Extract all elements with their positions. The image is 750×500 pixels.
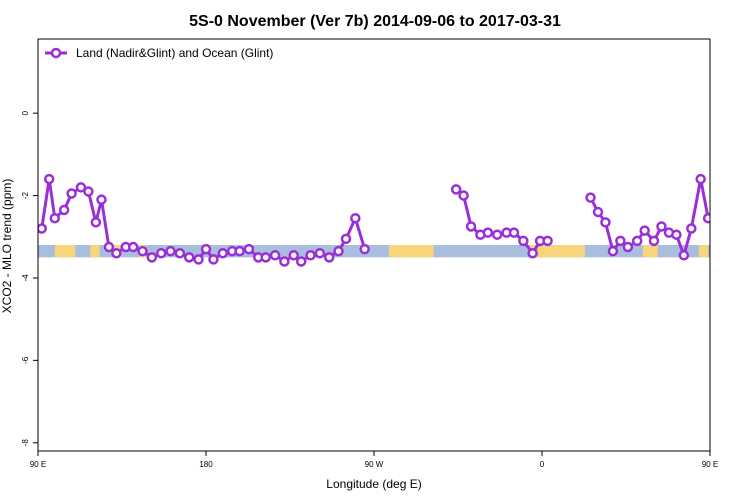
data-point [592, 206, 604, 218]
land-segment [740, 245, 750, 257]
data-point [279, 256, 290, 267]
y-axis-ticks: 0 -2 -4 -6 -8 [21, 110, 38, 446]
data-point [702, 212, 710, 224]
data-point [49, 212, 61, 224]
data-point [288, 250, 299, 261]
data-point [183, 252, 195, 263]
data-point [527, 247, 538, 259]
data-point [458, 190, 469, 201]
y-tick-label: 0 [21, 110, 30, 115]
data-point [695, 173, 706, 185]
data-point [127, 241, 139, 253]
data-point [340, 233, 352, 245]
data-point [165, 245, 176, 257]
series-lines [38, 173, 750, 267]
data-point [260, 252, 271, 263]
data-point [103, 241, 115, 253]
data-point [111, 247, 122, 259]
data-point [508, 227, 520, 238]
land-segment [54, 245, 76, 258]
series-line [455, 188, 548, 255]
data-point [314, 247, 326, 259]
x-tick-label: 90 E [30, 460, 46, 469]
data-point [66, 188, 77, 199]
data-point [359, 243, 370, 255]
chart-title: 5S-0 November (Ver 7b) 2014-09-06 to 201… [189, 13, 561, 30]
data-point [743, 218, 750, 226]
data-point [90, 217, 102, 228]
data-point [269, 250, 281, 261]
y-tick-label: -2 [21, 191, 30, 199]
land-segment [698, 245, 709, 258]
data-point [465, 221, 477, 232]
y-axis-label: XCO2 - MLO trend (ppm) [0, 179, 14, 314]
legend: Land (Nadir&Glint) and Ocean (Glint) [45, 46, 273, 60]
data-point [305, 250, 316, 261]
y-tick-label: -8 [21, 439, 30, 447]
data-point [38, 223, 47, 234]
data-point [600, 217, 611, 228]
data-point [728, 183, 736, 191]
data-point [656, 221, 667, 232]
data-point [678, 250, 690, 261]
land-segment [388, 245, 434, 258]
x-tick-label: 180 [199, 460, 213, 469]
data-point [137, 245, 148, 257]
data-point [518, 235, 529, 247]
data-point [200, 243, 212, 255]
land-segment [528, 245, 585, 258]
data-point [43, 173, 55, 185]
data-point [686, 223, 697, 234]
land-segment [642, 245, 658, 258]
data-point [585, 192, 596, 203]
x-axis-ticks: 90 E 180 90 W 0 90 E [30, 451, 718, 469]
data-point [482, 227, 494, 238]
data-point [350, 212, 361, 224]
data-point [607, 245, 619, 257]
data-point [75, 182, 87, 193]
data-point [491, 229, 503, 240]
data-point [323, 252, 335, 263]
data-point [58, 204, 70, 216]
data-point [295, 256, 307, 267]
data-point [83, 186, 94, 197]
legend-marker-swatch [50, 47, 62, 59]
data-point [631, 235, 643, 247]
data-point [155, 247, 167, 259]
data-point [174, 247, 186, 259]
x-tick-label: 0 [540, 460, 545, 469]
land-segment [90, 245, 100, 258]
x-axis-label: Longitude (deg E) [326, 477, 421, 491]
y-tick-label: -6 [21, 356, 30, 364]
data-point [234, 245, 245, 257]
data-point [450, 184, 462, 195]
x-tick-label: 90 E [702, 460, 718, 469]
y-tick-label: -4 [21, 274, 30, 282]
data-point [648, 235, 660, 247]
data-point [615, 235, 626, 247]
data-point [721, 190, 729, 198]
data-point [333, 245, 344, 257]
data-point [217, 247, 229, 259]
data-point [208, 254, 219, 265]
x-tick-label: 90 W [365, 460, 384, 469]
legend-entry-label: Land (Nadir&Glint) and Ocean (Glint) [76, 46, 273, 60]
data-point [146, 252, 158, 263]
data-point [542, 235, 553, 247]
data-point [736, 187, 744, 195]
data-point [713, 206, 721, 214]
data-point [96, 194, 107, 205]
data-point [671, 229, 682, 240]
data-point [622, 241, 634, 253]
data-point [193, 254, 204, 265]
data-point [639, 225, 650, 236]
data-point [243, 243, 255, 255]
